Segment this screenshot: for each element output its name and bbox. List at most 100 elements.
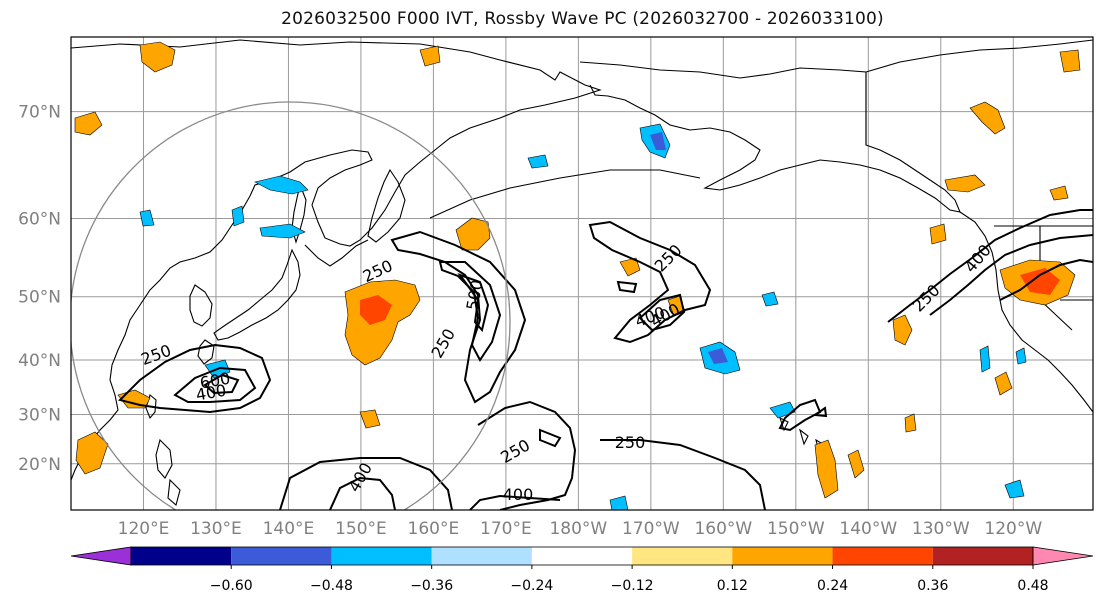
anomaly-negative (231, 205, 245, 227)
longitude-label: 180°W (549, 519, 607, 539)
ivt-contour-250 (887, 209, 1093, 323)
anomaly-positive-core (360, 295, 392, 325)
latitude-label: 40°N (18, 351, 61, 371)
colorbar-tick-label: −0.48 (310, 578, 353, 594)
colorbar-tick-label: −0.60 (210, 578, 253, 594)
colorbar-segment (231, 547, 332, 565)
negative-anomaly-shading (139, 123, 1027, 510)
longitude-label: 130°W (912, 519, 970, 539)
coastline-japan (213, 248, 301, 341)
longitude-label: 130°E (190, 519, 242, 539)
anomaly-negative (979, 345, 991, 373)
colorbar-segment (531, 547, 633, 565)
ivt-contour-250 (778, 398, 822, 432)
coastline-philippines (155, 438, 181, 506)
longitude-label: 140°E (263, 519, 315, 539)
colorbar-tick-label: 0.48 (1017, 578, 1048, 594)
colorbar-tick-label: 0.36 (917, 578, 948, 594)
anomaly-positive (847, 449, 865, 479)
colorbar-tick-label: −0.24 (510, 578, 553, 594)
ivt-contour-400 (929, 234, 1093, 316)
anomaly-positive (75, 431, 109, 475)
coastline-sakhalin (291, 183, 307, 244)
region-circle (71, 101, 511, 510)
colorbar (70, 546, 1094, 566)
anomaly-positive (944, 174, 986, 193)
colorbar-tick-label: 0.24 (817, 578, 848, 594)
latitude-labels: 70°N 60°N 50°N 40°N 30°N 20°N (18, 103, 61, 475)
anomaly-negative (609, 495, 629, 510)
anomaly-positive (619, 257, 641, 277)
ivt-contour-250 (616, 280, 638, 294)
latitude-label: 50°N (18, 288, 61, 308)
colorbar-segment (131, 547, 232, 565)
map-border (70, 36, 1094, 511)
latitude-label: 30°N (18, 406, 61, 426)
anomaly-negative (259, 223, 306, 239)
coastline-kurils (304, 239, 369, 267)
ivt-contour-250 (118, 343, 272, 414)
ivt-contour-250 (588, 220, 712, 344)
anomaly-negative (139, 209, 155, 227)
anomaly-negative (761, 291, 779, 307)
anomaly-positive (455, 217, 491, 251)
anomaly-positive (994, 371, 1013, 396)
anomaly-positive (139, 41, 176, 73)
colorbar-extend-high (1032, 546, 1094, 566)
colorbar-segment (431, 547, 532, 565)
ivt-contour-250 (812, 406, 828, 418)
anomaly-positive (1059, 49, 1081, 73)
longitude-label: 140°W (839, 519, 897, 539)
ivt-contour-400 (539, 428, 562, 448)
longitude-label: 120°E (118, 519, 170, 539)
ivt-contour-400 (438, 261, 502, 362)
anomaly-positive (814, 439, 839, 499)
ivt-contour-250 (999, 258, 1093, 301)
plot-title: 2026032500 F000 IVT, Rossby Wave PC (202… (281, 9, 884, 29)
anomaly-positive (929, 223, 947, 245)
colorbar-segment (832, 547, 933, 565)
anomaly-positive (904, 413, 917, 433)
colorbar-extend-low (70, 546, 132, 566)
latitude-label: 60°N (18, 209, 61, 229)
map-background (71, 37, 1093, 510)
anomaly-positive-core (1020, 268, 1060, 295)
coastline-korea (189, 284, 213, 327)
colorbar-segment (732, 547, 833, 565)
longitude-label: 120°W (984, 519, 1042, 539)
anomaly-positive (892, 314, 913, 346)
anomaly-negative (1004, 479, 1025, 499)
anomaly-positive (969, 101, 1006, 135)
latitude-label: 70°N (18, 103, 61, 123)
coastline-kamchatka (367, 168, 406, 243)
colorbar-segment (632, 547, 733, 565)
ivt-contour-600 (203, 373, 240, 395)
positive-anomaly-shading (74, 41, 1081, 499)
colorbar-tick-label: −0.36 (410, 578, 453, 594)
colorbar-tick-label: −0.12 (611, 578, 654, 594)
coastline-aleutians (429, 169, 701, 219)
ivt-contour-250 (477, 400, 577, 510)
longitude-label: 150°W (767, 519, 825, 539)
longitude-label: 160°E (408, 519, 460, 539)
ivt-contour-250 (600, 439, 766, 510)
anomaly-positive (74, 111, 103, 136)
ivt-contour-400 (638, 293, 686, 332)
longitude-labels: 120°E 130°E 140°E 150°E 160°E 170°E 180°W 170°W… (118, 519, 1043, 539)
coastline-asia (71, 39, 602, 481)
colorbar-tick-label: 0.12 (717, 578, 748, 594)
ivt-contour-500 (457, 272, 490, 333)
ivt-contour-400 (469, 494, 561, 510)
anomaly-negative-core (708, 348, 728, 364)
longitude-label: 160°W (694, 519, 752, 539)
coastline-alaska (579, 61, 961, 213)
longitude-label: 150°E (335, 519, 387, 539)
longitude-label: 170°E (480, 519, 532, 539)
anomaly-negative (254, 175, 309, 195)
ivt-contour-400 (329, 476, 396, 510)
contour-label: 400 (503, 485, 534, 504)
coastline-north-america (865, 39, 1093, 413)
anomaly-negative-core (650, 132, 666, 150)
ivt-contour-400 (279, 457, 453, 510)
